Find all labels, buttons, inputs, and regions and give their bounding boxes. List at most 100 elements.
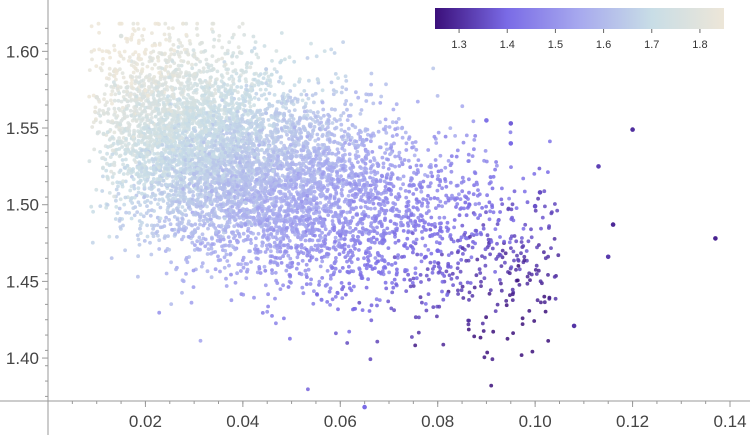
scatter-point <box>328 303 332 307</box>
scatter-point <box>114 77 118 82</box>
scatter-point <box>87 159 92 164</box>
scatter-point <box>100 61 105 66</box>
scatter-point <box>322 143 326 147</box>
scatter-point <box>149 252 154 257</box>
scatter-point <box>101 156 106 160</box>
scatter-point <box>137 57 142 62</box>
scatter-point <box>495 222 500 227</box>
scatter-point <box>169 302 174 306</box>
scatter-point <box>153 197 158 202</box>
scatter-point <box>203 244 208 249</box>
scatter-point <box>510 287 515 292</box>
scatter-point <box>509 265 514 270</box>
scatter-point <box>414 147 419 152</box>
scatter-point <box>356 257 360 261</box>
scatter-point <box>264 133 269 138</box>
scatter-point <box>240 113 245 118</box>
scatter-point <box>224 131 229 136</box>
scatter-point <box>189 231 194 236</box>
scatter-point <box>403 189 408 193</box>
scatter-point <box>196 99 201 104</box>
scatter-point <box>287 55 292 60</box>
scatter-point <box>436 203 441 208</box>
scatter-point <box>290 122 295 127</box>
scatter-point <box>248 237 253 242</box>
scatter-point <box>454 154 459 159</box>
scatter-point <box>347 264 351 269</box>
scatter-point <box>234 202 239 207</box>
scatter-point <box>230 61 235 66</box>
scatter-point <box>449 237 454 242</box>
scatter-point <box>408 278 412 282</box>
scatter-point <box>136 254 141 259</box>
scatter-point <box>525 274 530 279</box>
scatter-point <box>351 229 355 233</box>
scatter-point <box>236 141 241 146</box>
scatter-point <box>306 387 310 392</box>
scatter-point <box>400 135 405 140</box>
scatter-point <box>315 292 319 296</box>
scatter-point <box>128 188 133 193</box>
scatter-point <box>312 124 317 129</box>
scatter-point <box>91 209 95 214</box>
scatter-point <box>265 228 270 232</box>
scatter-point <box>449 251 454 255</box>
scatter-point <box>426 148 431 152</box>
scatter-point <box>282 143 286 148</box>
scatter-point <box>249 241 254 246</box>
scatter-point <box>195 21 200 26</box>
scatter-point <box>372 219 377 224</box>
scatter-point <box>266 74 271 79</box>
scatter-point <box>252 46 257 50</box>
scatter-point <box>143 160 148 165</box>
scatter-point <box>208 78 213 83</box>
scatter-point <box>163 21 168 26</box>
scatter-point <box>270 268 274 272</box>
scatter-point <box>340 287 344 292</box>
scatter-point <box>162 219 167 224</box>
scatter-point <box>381 258 386 262</box>
scatter-point <box>184 97 189 101</box>
scatter-point <box>160 197 165 202</box>
scatter-point <box>129 216 134 221</box>
scatter-point <box>246 226 251 231</box>
scatter-point <box>98 120 103 125</box>
scatter-point <box>417 315 421 320</box>
scatter-point <box>305 116 309 121</box>
scatter-point <box>280 146 285 151</box>
scatter-point <box>435 314 439 319</box>
scatter-point <box>320 100 325 105</box>
scatter-point <box>555 208 560 213</box>
scatter-point <box>430 174 435 179</box>
scatter-point <box>408 165 413 170</box>
scatter-point <box>148 213 153 218</box>
scatter-point <box>292 108 297 112</box>
scatter-point <box>416 215 421 220</box>
scatter-point <box>134 172 139 177</box>
scatter-point <box>489 383 494 388</box>
scatter-point <box>382 203 387 208</box>
scatter-point <box>348 113 353 118</box>
scatter-point <box>346 126 351 131</box>
scatter-point <box>205 252 210 256</box>
scatter-point <box>223 104 227 109</box>
scatter-point <box>144 75 148 80</box>
scatter-point <box>254 71 258 76</box>
scatter-point <box>291 186 295 191</box>
scatter-point <box>281 254 285 259</box>
scatter-point <box>480 254 484 258</box>
scatter-point <box>120 71 125 75</box>
scatter-point <box>98 204 103 209</box>
scatter-point <box>142 27 146 32</box>
scatter-point <box>261 119 266 124</box>
scatter-point <box>168 64 173 69</box>
scatter-point <box>110 89 115 93</box>
scatter-point <box>216 84 221 89</box>
scatter-point <box>294 153 299 158</box>
scatter-point <box>151 227 156 231</box>
scatter-point <box>487 200 492 205</box>
scatter-point <box>369 318 374 323</box>
scatter-point <box>142 50 147 55</box>
scatter-point <box>369 239 373 244</box>
scatter-point <box>190 223 195 228</box>
